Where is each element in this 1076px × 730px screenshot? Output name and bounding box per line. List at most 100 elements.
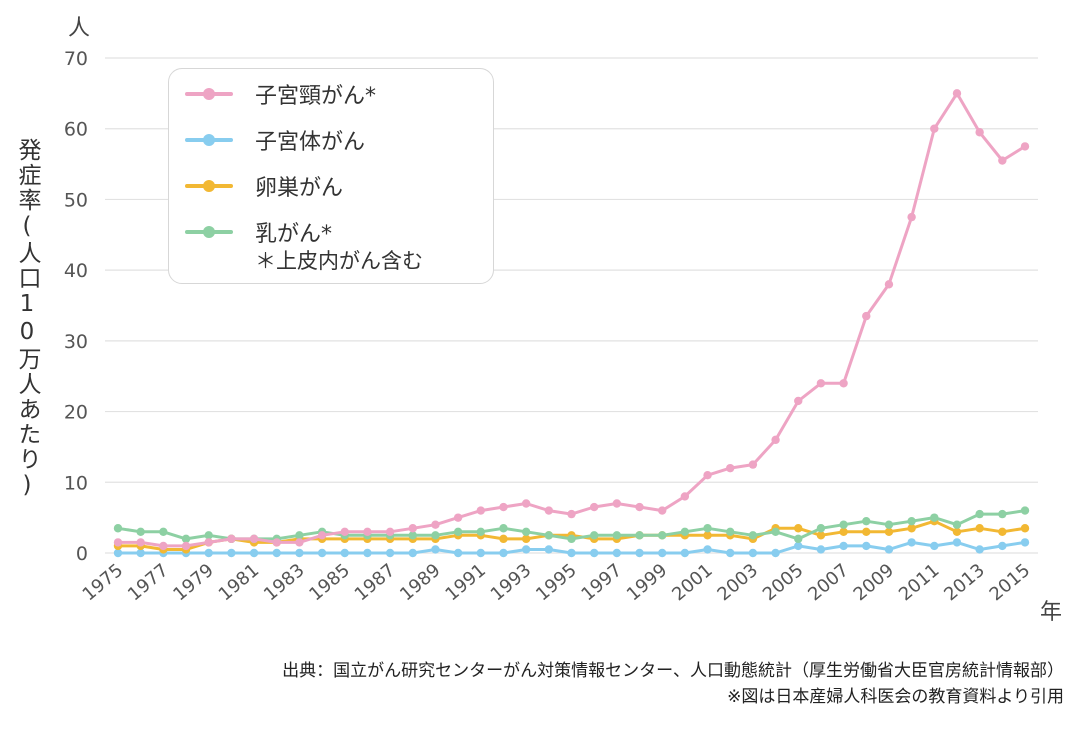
data-point	[952, 520, 962, 529]
data-point	[431, 520, 440, 529]
legend: 子宮頸がん* 子宮体がん 卵巣がん 乳がん* ＊上皮内がん含む	[168, 68, 494, 284]
data-point	[635, 548, 644, 558]
data-point	[204, 538, 213, 547]
data-point	[385, 548, 395, 558]
data-point	[975, 545, 984, 554]
data-point	[249, 534, 259, 544]
data-point	[658, 531, 667, 540]
data-point	[680, 548, 690, 558]
data-point	[839, 527, 848, 536]
x-tick-label: 1983	[260, 560, 309, 606]
data-point	[363, 527, 372, 536]
data-point	[726, 527, 735, 536]
legend-label-cervical: 子宮頸がん*	[255, 84, 377, 109]
legend-label-endometrial: 子宮体がん	[255, 130, 366, 155]
data-point	[635, 531, 644, 540]
data-point	[476, 548, 485, 558]
data-point	[726, 548, 735, 558]
data-point	[862, 311, 871, 321]
x-tick-label: 2013	[940, 560, 989, 606]
legend-swatch-ovarian	[185, 180, 233, 192]
data-point	[249, 548, 259, 558]
data-point	[907, 524, 916, 533]
data-point	[544, 531, 554, 540]
data-point	[589, 548, 599, 558]
data-point	[998, 509, 1007, 519]
data-point	[295, 531, 304, 540]
data-point	[408, 531, 417, 540]
data-point	[884, 545, 894, 554]
data-point	[975, 128, 984, 137]
data-point	[862, 516, 871, 526]
y-tick-label: 40	[64, 260, 88, 282]
data-point	[703, 531, 712, 540]
data-point	[907, 538, 916, 547]
source-citation: 出典：国立がん研究センターがん対策情報センター、人口動態統計（厚生労働省大臣官房…	[282, 658, 1064, 710]
data-point	[567, 534, 576, 544]
data-point	[499, 548, 508, 558]
data-point	[113, 548, 123, 558]
data-point	[159, 527, 168, 536]
data-point	[136, 527, 145, 536]
data-point	[340, 548, 349, 558]
data-point	[748, 531, 758, 540]
data-point	[794, 534, 803, 544]
data-point	[521, 527, 531, 536]
data-point	[952, 89, 962, 98]
data-point	[816, 545, 826, 554]
data-point	[930, 541, 939, 551]
y-tick-label: 70	[64, 48, 88, 70]
data-point	[703, 524, 712, 533]
data-point	[499, 524, 508, 533]
data-point	[658, 548, 667, 558]
data-point	[771, 527, 780, 536]
data-point	[453, 527, 463, 536]
data-point	[567, 548, 576, 558]
data-point	[227, 548, 236, 558]
x-tick-label: 1991	[441, 560, 490, 606]
data-point	[612, 499, 622, 508]
y-tick-label: 0	[76, 543, 88, 565]
data-point	[975, 524, 984, 533]
x-axis-unit: 年	[1040, 600, 1063, 625]
data-point	[839, 541, 848, 551]
x-tick-label: 2003	[714, 560, 763, 606]
x-tick-label: 1997	[577, 560, 626, 606]
x-tick-label: 1999	[623, 560, 672, 606]
data-point	[431, 531, 440, 540]
x-tick-label: 1981	[215, 560, 264, 606]
data-point	[317, 548, 327, 558]
x-tick-label: 2011	[895, 560, 944, 606]
data-point	[272, 538, 281, 547]
x-tick-label: 1975	[79, 560, 128, 606]
data-point	[703, 545, 712, 554]
line-chart: 0102030405060701975197719791981198319851…	[64, 48, 1038, 606]
data-point	[181, 541, 191, 551]
data-point	[1020, 538, 1030, 547]
data-point	[612, 548, 622, 558]
data-point	[499, 534, 508, 544]
data-point	[295, 548, 304, 558]
data-point	[635, 502, 644, 512]
data-point	[136, 538, 145, 547]
data-point	[703, 471, 712, 480]
data-point	[726, 463, 735, 473]
data-point	[227, 534, 236, 544]
source-line-2: ※図は日本産婦人科医会の教育資料より引用	[727, 687, 1064, 707]
x-tick-label: 1987	[351, 560, 400, 606]
data-point	[499, 502, 508, 512]
y-tick-label: 20	[64, 402, 88, 424]
data-point	[521, 534, 531, 544]
data-point	[363, 548, 372, 558]
data-point	[658, 506, 667, 515]
y-tick-label: 60	[64, 119, 88, 141]
x-tick-label: 2009	[850, 560, 899, 606]
y-tick-label: 10	[64, 472, 88, 494]
legend-item-endometrial: 子宮体がん	[185, 125, 365, 155]
data-point	[612, 531, 622, 540]
data-point	[816, 531, 826, 540]
data-point	[907, 516, 916, 526]
data-point	[952, 527, 962, 536]
data-point	[113, 524, 123, 533]
legend-note: ＊上皮内がん含む	[255, 249, 423, 273]
